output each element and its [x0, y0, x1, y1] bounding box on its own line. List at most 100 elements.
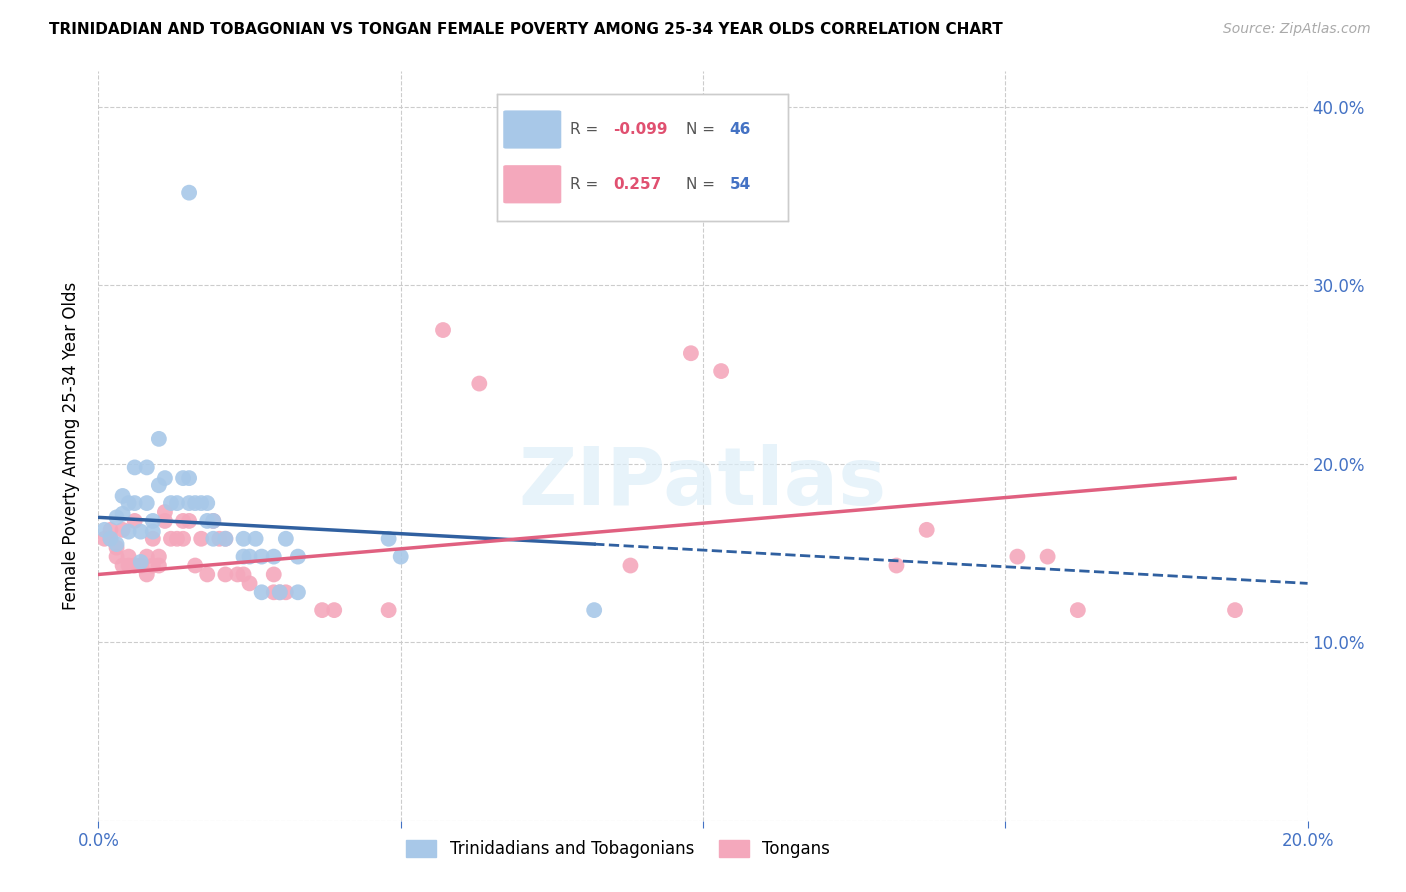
Point: [263, 567, 285, 582]
Point: [195, 514, 218, 528]
Point: [153, 514, 176, 528]
Point: [124, 460, 146, 475]
Point: [287, 549, 309, 564]
Point: [232, 549, 254, 564]
Point: [239, 576, 262, 591]
Point: [226, 567, 249, 582]
Point: [202, 532, 225, 546]
Point: [389, 549, 412, 564]
Point: [1067, 603, 1090, 617]
Point: [100, 532, 122, 546]
Point: [886, 558, 908, 573]
Point: [208, 532, 231, 546]
Point: [135, 567, 157, 582]
Point: [160, 532, 183, 546]
Point: [111, 507, 134, 521]
Point: [468, 376, 491, 391]
Point: [195, 496, 218, 510]
Point: [111, 523, 134, 537]
Point: [135, 460, 157, 475]
Point: [124, 514, 146, 528]
Point: [124, 558, 146, 573]
Point: [142, 514, 165, 528]
Point: [129, 524, 152, 539]
Point: [432, 323, 454, 337]
Point: [1223, 603, 1246, 617]
Point: [679, 346, 702, 360]
Point: [287, 585, 309, 599]
Point: [153, 471, 176, 485]
Text: TRINIDADIAN AND TOBAGONIAN VS TONGAN FEMALE POVERTY AMONG 25-34 YEAR OLDS CORREL: TRINIDADIAN AND TOBAGONIAN VS TONGAN FEM…: [49, 22, 1002, 37]
Point: [250, 585, 273, 599]
Point: [153, 505, 176, 519]
Point: [118, 496, 141, 510]
Point: [105, 549, 128, 564]
Y-axis label: Female Poverty Among 25-34 Year Olds: Female Poverty Among 25-34 Year Olds: [62, 282, 80, 610]
Point: [118, 524, 141, 539]
Point: [118, 549, 141, 564]
Point: [202, 514, 225, 528]
Point: [135, 496, 157, 510]
Point: [172, 514, 194, 528]
Point: [124, 496, 146, 510]
Point: [274, 532, 297, 546]
Point: [710, 364, 733, 378]
Point: [263, 549, 285, 564]
Point: [232, 532, 254, 546]
Point: [214, 567, 236, 582]
Point: [105, 541, 128, 555]
Point: [245, 532, 267, 546]
Point: [142, 524, 165, 539]
Point: [619, 558, 641, 573]
Point: [100, 532, 122, 546]
Point: [190, 496, 212, 510]
Point: [1007, 549, 1029, 564]
Point: [118, 558, 141, 573]
Point: [142, 558, 165, 573]
Point: [111, 558, 134, 573]
Point: [202, 514, 225, 528]
Point: [129, 555, 152, 569]
Point: [93, 523, 115, 537]
Point: [1036, 549, 1059, 564]
Point: [160, 496, 183, 510]
Point: [377, 603, 399, 617]
Point: [250, 549, 273, 564]
Point: [583, 603, 606, 617]
Point: [166, 532, 188, 546]
Point: [93, 532, 115, 546]
Point: [172, 471, 194, 485]
Point: [179, 496, 201, 510]
Point: [323, 603, 346, 617]
Point: [269, 585, 291, 599]
Point: [214, 532, 236, 546]
Point: [166, 496, 188, 510]
Text: Source: ZipAtlas.com: Source: ZipAtlas.com: [1223, 22, 1371, 37]
Point: [105, 537, 128, 551]
Point: [129, 558, 152, 573]
Point: [179, 471, 201, 485]
Point: [915, 523, 938, 537]
Point: [190, 532, 212, 546]
Text: ZIPatlas: ZIPatlas: [519, 444, 887, 523]
Point: [269, 585, 291, 599]
Legend: Trinidadians and Tobagonians, Tongans: Trinidadians and Tobagonians, Tongans: [399, 833, 837, 864]
Point: [148, 478, 170, 492]
Point: [135, 549, 157, 564]
Point: [148, 549, 170, 564]
Point: [232, 567, 254, 582]
Point: [179, 514, 201, 528]
Point: [179, 186, 201, 200]
Point: [377, 532, 399, 546]
Point: [263, 585, 285, 599]
Point: [214, 532, 236, 546]
Point: [105, 510, 128, 524]
Point: [184, 558, 207, 573]
Point: [100, 523, 122, 537]
Point: [148, 558, 170, 573]
Point: [311, 603, 333, 617]
Point: [129, 558, 152, 573]
Point: [148, 432, 170, 446]
Point: [111, 489, 134, 503]
Point: [274, 585, 297, 599]
